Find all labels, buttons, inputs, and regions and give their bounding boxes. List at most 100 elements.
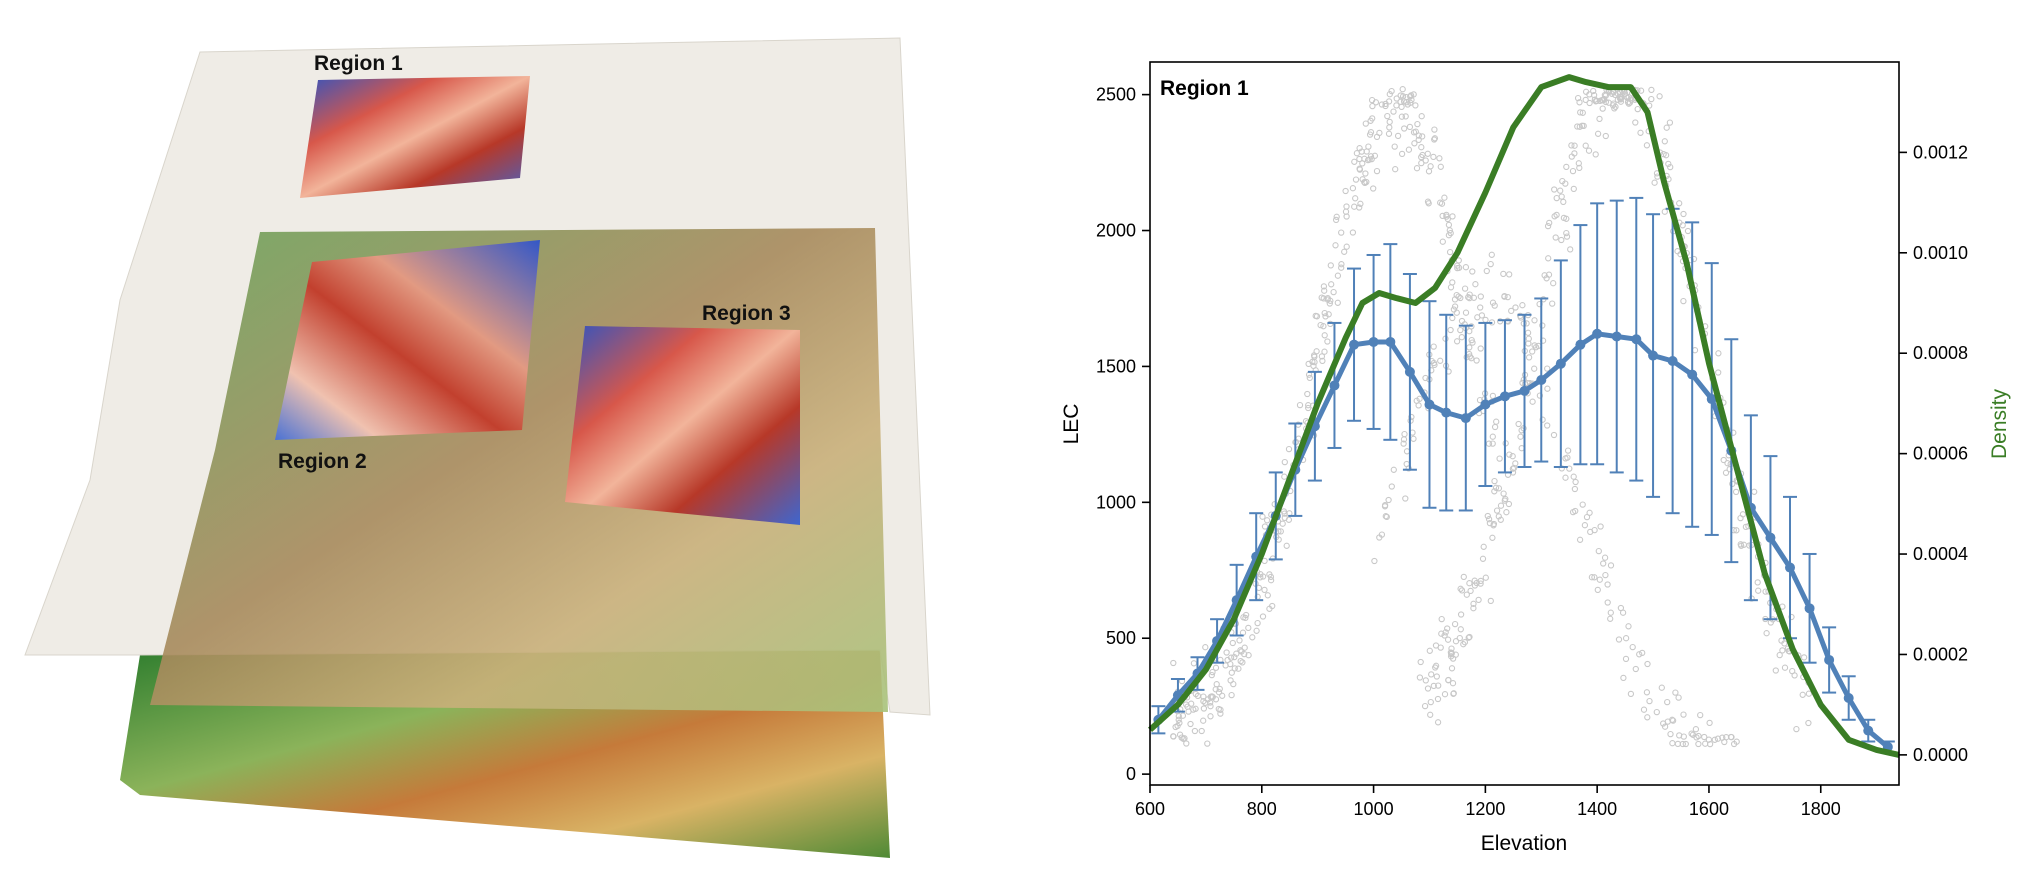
scatter-point — [1575, 160, 1582, 167]
scatter-point — [1651, 179, 1658, 186]
scatter-point — [1370, 185, 1377, 192]
scatter-point — [1367, 153, 1375, 160]
scatter-point — [1665, 160, 1672, 168]
scatter-point — [1468, 355, 1475, 362]
scatter-point — [1552, 234, 1559, 241]
scatter-point — [1190, 660, 1198, 667]
scatter-point — [1544, 385, 1551, 392]
scatter-point — [1617, 604, 1625, 612]
scatter-point — [1430, 153, 1437, 161]
scatter-point — [1568, 153, 1575, 160]
scatter-point — [1602, 92, 1609, 99]
scatter-point — [1667, 163, 1674, 171]
mean-point — [1329, 380, 1340, 391]
scatter-point — [1328, 281, 1335, 288]
scatter-point — [1742, 523, 1750, 531]
scatter-point — [1447, 284, 1455, 291]
scatter-point — [1356, 166, 1364, 173]
scatter-point — [1285, 445, 1293, 453]
scatter-point — [1411, 140, 1418, 147]
scatter-point — [1200, 717, 1207, 724]
scatter-point — [1475, 596, 1482, 604]
scatter-point — [1385, 130, 1393, 137]
scatter-point — [1586, 91, 1593, 98]
scatter-point — [1550, 431, 1558, 439]
scatter-point — [1549, 300, 1556, 307]
scatter-point — [1680, 711, 1687, 718]
scatter-point — [1485, 440, 1493, 447]
scatter-point — [1371, 152, 1379, 159]
scatter-point — [1266, 571, 1273, 578]
scatter-point — [1477, 577, 1484, 585]
mean-point — [1460, 413, 1471, 424]
scatter-point — [1352, 195, 1359, 202]
scatter-point — [1222, 662, 1229, 669]
scatter-point — [1392, 166, 1399, 173]
scatter-point — [1435, 682, 1442, 689]
scatter-point — [1544, 422, 1551, 429]
scatter-point — [1418, 144, 1425, 151]
scatter-point — [1204, 740, 1211, 747]
scatter-point — [1445, 221, 1453, 229]
region-3-patch — [565, 326, 800, 525]
scatter-point — [1661, 138, 1668, 145]
scatter-point — [1408, 413, 1415, 421]
scatter-point — [1539, 322, 1546, 329]
scatter-point — [1283, 542, 1290, 549]
mean-point — [1349, 339, 1360, 350]
scatter-point — [1182, 701, 1190, 708]
scatter-point — [1343, 203, 1350, 210]
scatter-point — [1263, 517, 1271, 524]
scatter-point — [1485, 516, 1493, 523]
scatter-point — [1445, 232, 1453, 239]
scatter-point — [1401, 125, 1408, 132]
scatter-point — [1321, 309, 1328, 317]
scatter-point — [1480, 543, 1487, 550]
scatter-point — [1501, 292, 1508, 300]
scatter-point — [1451, 303, 1459, 310]
scatter-point — [1327, 262, 1334, 269]
scatter-point — [1658, 684, 1665, 691]
scatter-point — [1238, 648, 1245, 655]
scatter-point — [1183, 740, 1190, 747]
scatter-point — [1545, 255, 1552, 262]
scatter-point — [1431, 126, 1438, 133]
scatter-point — [1755, 587, 1762, 594]
scatter-point — [1503, 509, 1510, 516]
density-line — [1147, 74, 1900, 758]
scatter-point — [1362, 120, 1369, 127]
scatter-point — [1249, 634, 1256, 641]
scatter-point — [1596, 115, 1603, 123]
scatter-point — [1334, 299, 1341, 306]
scatter-point — [1421, 702, 1429, 710]
scatter-point — [1466, 580, 1473, 587]
scatter-point — [1386, 124, 1393, 131]
scatter-point — [1304, 390, 1311, 398]
scatter-point — [1444, 636, 1452, 643]
scatter-point — [1456, 634, 1463, 642]
scatter-point — [1492, 484, 1500, 491]
x-tick-label: 1200 — [1465, 799, 1505, 819]
scatter-point — [1305, 371, 1313, 378]
scatter-point — [1672, 689, 1679, 696]
scatter-point — [1483, 267, 1490, 275]
scatter-point — [1363, 148, 1370, 155]
mean-point — [1480, 399, 1491, 410]
scatter-point — [1428, 671, 1435, 678]
scatter-point — [1422, 677, 1429, 684]
scatter-point — [1403, 460, 1410, 468]
scatter-point — [1562, 474, 1569, 481]
mean-point — [1863, 725, 1874, 736]
scatter-point — [1434, 719, 1442, 726]
scatter-point — [1637, 87, 1645, 94]
scatter-point — [1338, 261, 1345, 268]
mean-point — [1648, 350, 1659, 361]
scatter-point — [1398, 103, 1405, 111]
scatter-point — [1418, 159, 1425, 167]
scatter-point — [1368, 155, 1375, 163]
scatter-point — [1595, 547, 1602, 555]
scatter-point — [1386, 118, 1393, 126]
scatter-point — [1473, 357, 1480, 364]
scatter-point — [1170, 659, 1177, 667]
